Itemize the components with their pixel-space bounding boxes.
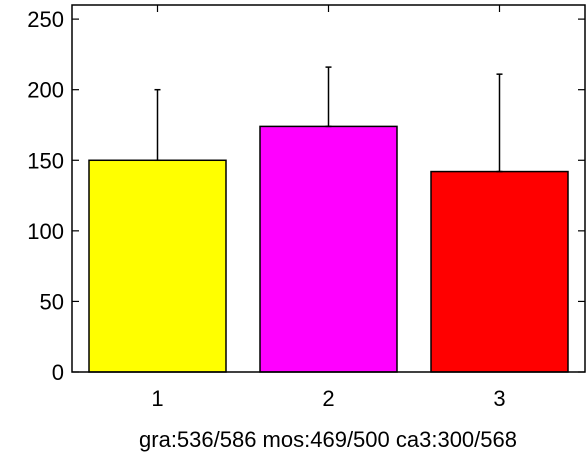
y-tick-label: 100 — [27, 219, 64, 244]
bar-2 — [259, 125, 398, 373]
x-axis-ticks: 1 2 3 — [151, 5, 506, 411]
y-tick-label: 50 — [40, 289, 64, 314]
bar-1 — [88, 159, 227, 373]
y-tick-label: 150 — [27, 148, 64, 173]
x-axis-label: gra:536/586 mos:469/500 ca3:300/568 — [139, 427, 517, 452]
bar-3 — [430, 170, 569, 373]
y-tick-label: 0 — [52, 360, 64, 385]
x-tick-label: 3 — [493, 386, 505, 411]
plot-area-frame — [71, 4, 586, 373]
y-tick-label: 200 — [27, 78, 64, 103]
x-tick-label: 2 — [322, 386, 334, 411]
y-axis-ticks: 0 50 100 150 200 250 — [27, 7, 585, 385]
error-bars — [154, 66, 503, 173]
bars — [88, 125, 569, 373]
x-tick-label: 1 — [151, 386, 163, 411]
y-tick-label: 250 — [27, 7, 64, 32]
